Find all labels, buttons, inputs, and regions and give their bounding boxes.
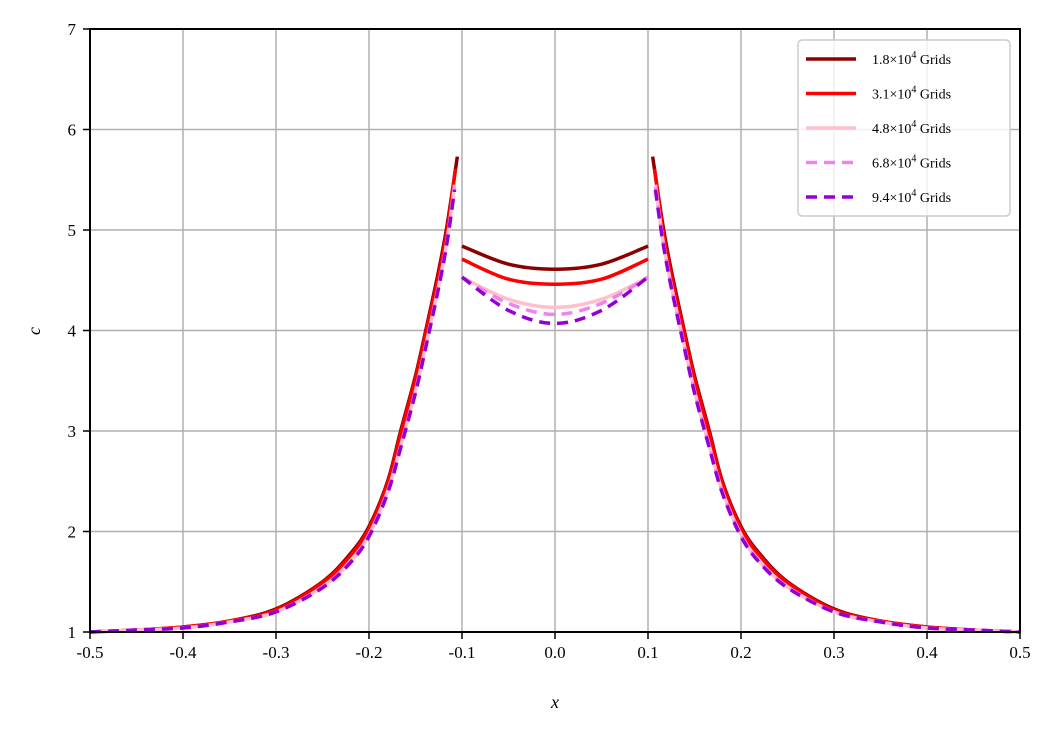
center-branch — [460, 275, 650, 326]
legend-label: 9.4×104 Grids — [872, 188, 951, 206]
right-branch — [653, 184, 1021, 634]
series-5 — [89, 189, 1021, 634]
data-series — [89, 156, 1021, 634]
center-branch — [461, 275, 649, 310]
legend-box — [797, 39, 1011, 217]
x-tick-label: -0.2 — [356, 643, 383, 662]
x-tick-label: 0.3 — [823, 643, 844, 662]
legend: 1.8×104 Grids 3.1×104 Grids 4.8×104 Grids 6… — [797, 39, 1011, 217]
x-tick-label: 0.4 — [916, 643, 938, 662]
x-tick-label: -0.4 — [170, 643, 197, 662]
y-tick-label: 4 — [68, 322, 77, 341]
x-tick-label: -0.1 — [449, 643, 476, 662]
legend-label: 3.1×104 Grids — [872, 85, 951, 103]
x-tick-label: -0.3 — [263, 643, 290, 662]
left-branch — [89, 189, 457, 634]
legend-label: 6.8×104 Grids — [872, 154, 951, 172]
right-branch — [652, 168, 1021, 634]
y-tick-label: 5 — [68, 221, 77, 240]
left-branch — [89, 184, 457, 634]
y-tick-label: 1 — [68, 623, 77, 642]
left-branch — [89, 187, 457, 634]
x-tick-label: 0.0 — [544, 643, 565, 662]
x-tick-label: 0.5 — [1009, 643, 1030, 662]
center-branch — [461, 257, 649, 287]
legend-label: 4.8×104 Grids — [872, 119, 951, 137]
right-branch — [653, 187, 1021, 634]
x-tick-label: 0.2 — [730, 643, 751, 662]
x-axis-ticks: -0.5 -0.4 -0.3 -0.2 -0.1 0.0 0.1 0.2 0.3 0.4 0.5 — [77, 632, 1031, 662]
x-tick-label: 0.1 — [637, 643, 658, 662]
right-branch — [653, 189, 1021, 634]
y-tick-label: 7 — [68, 20, 77, 39]
y-axis-label: c — [24, 327, 44, 335]
x-axis-label: x — [550, 692, 559, 712]
y-tick-label: 2 — [68, 523, 77, 542]
x-tick-label: -0.5 — [77, 643, 104, 662]
y-axis-ticks: 1 2 3 4 5 6 7 — [68, 20, 90, 642]
center-branch — [461, 275, 649, 317]
left-branch — [89, 168, 458, 634]
legend-label: 1.8×104 Grids — [872, 50, 951, 68]
right-branch — [650, 156, 1021, 634]
y-tick-label: 6 — [68, 121, 77, 140]
y-tick-label: 3 — [68, 422, 77, 441]
left-branch — [89, 156, 460, 634]
center-branch — [461, 244, 649, 271]
